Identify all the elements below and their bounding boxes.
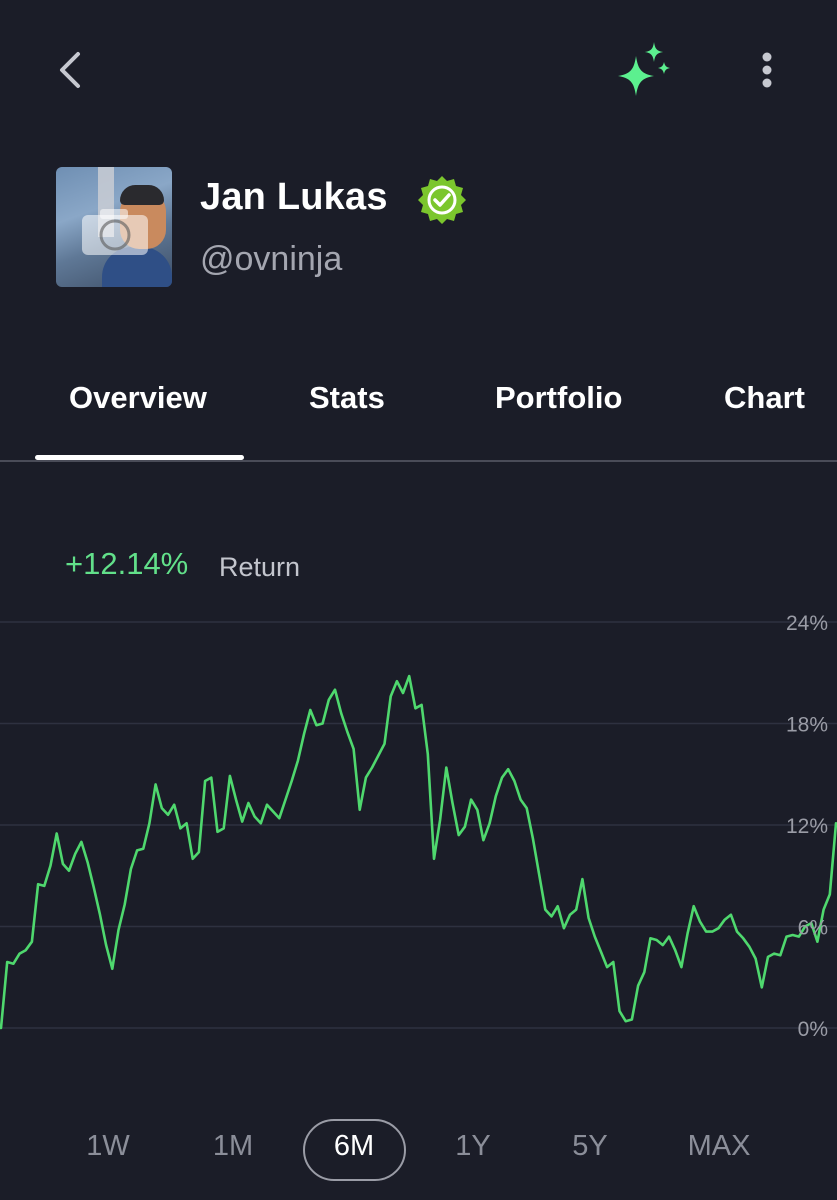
return-label: Return (219, 552, 301, 582)
avatar-photo-hair (120, 185, 164, 205)
more-options-button[interactable] (740, 42, 794, 98)
active-tab-indicator (35, 455, 244, 460)
tab-portfolio[interactable]: Portfolio (495, 380, 623, 415)
ai-sparkle-button[interactable] (606, 38, 676, 104)
tab-chart[interactable]: Chart (724, 380, 805, 415)
sparkles-icon (618, 42, 670, 96)
user-name: Jan Lukas (200, 176, 388, 218)
verified-check-icon (418, 176, 466, 224)
return-value: +12.14% (65, 546, 189, 581)
tab-stats[interactable]: Stats (309, 380, 385, 415)
y-tick-label: 24% (786, 612, 828, 635)
return-series-line (0, 674, 837, 1030)
return-chart[interactable]: 0% 6% 12% 18% 24% (0, 600, 837, 1040)
chevron-left-icon (60, 52, 80, 88)
period-6m-button[interactable]: 6M (333, 1130, 375, 1162)
period-1y-button[interactable]: 1Y (455, 1130, 491, 1162)
y-tick-label: 0% (798, 1018, 828, 1040)
period-max-button[interactable]: MAX (687, 1130, 751, 1162)
user-handle: @ovninja (200, 240, 343, 278)
y-tick-label: 18% (786, 714, 828, 737)
period-1w-button[interactable]: 1W (86, 1130, 130, 1162)
tab-overview[interactable]: Overview (69, 380, 207, 415)
more-vertical-icon (762, 52, 772, 88)
camera-icon (82, 209, 148, 255)
avatar[interactable] (56, 167, 172, 287)
period-1m-button[interactable]: 1M (212, 1130, 254, 1162)
period-5y-button[interactable]: 5Y (572, 1130, 608, 1162)
period-selected-pill (303, 1119, 406, 1181)
y-tick-label: 6% (798, 917, 828, 940)
verified-badge (416, 174, 468, 226)
back-button[interactable] (40, 40, 100, 100)
tab-divider (0, 460, 837, 462)
y-tick-label: 12% (786, 815, 828, 838)
